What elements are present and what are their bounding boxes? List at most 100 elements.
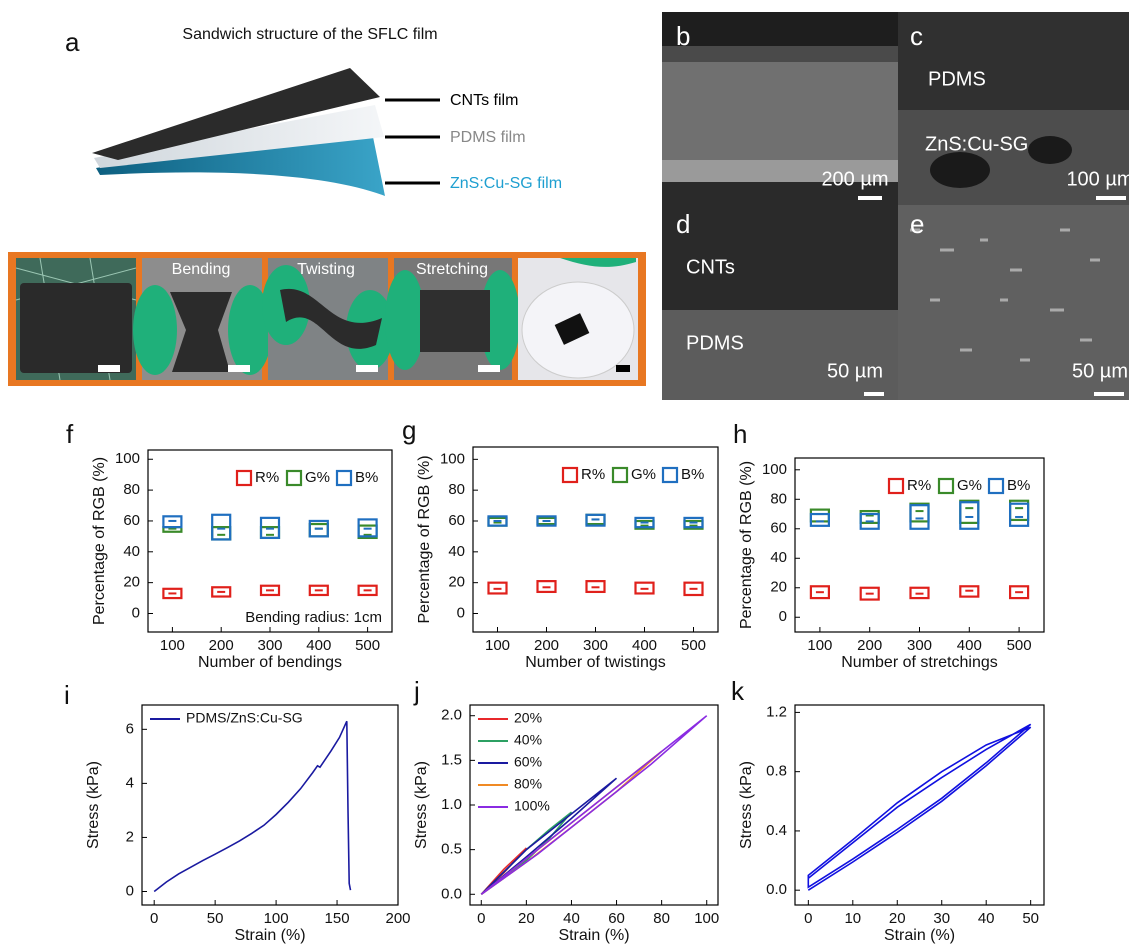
legend-swatch — [989, 479, 1003, 493]
panel-label: h — [733, 419, 747, 449]
y-axis-label: Stress (kPa) — [413, 761, 430, 849]
box — [1010, 504, 1028, 526]
box — [310, 524, 328, 536]
panel-label: k — [731, 676, 745, 706]
legend-label: B% — [355, 469, 378, 486]
x-tick-label: 200 — [857, 637, 882, 654]
sem-label: CNTs — [686, 256, 735, 278]
x-tick-label: 500 — [355, 637, 380, 654]
sem-label: PDMS — [928, 68, 986, 90]
legend-swatch — [337, 471, 351, 485]
y-tick-label: 0.4 — [766, 822, 787, 839]
legend-label: 40% — [514, 732, 542, 748]
box — [960, 502, 978, 529]
legend-swatch — [287, 471, 301, 485]
legend-label: G% — [957, 477, 982, 494]
panel-label: f — [66, 419, 74, 449]
y-tick-label: 100 — [762, 461, 787, 478]
scale-label: 50 µm — [827, 360, 883, 382]
layer-label: CNTs film — [450, 92, 518, 109]
plot-frame — [142, 705, 398, 905]
legend-swatch — [237, 471, 251, 485]
annotation: Bending radius: 1cm — [245, 609, 382, 626]
x-tick-label: 500 — [1007, 637, 1032, 654]
y-tick-label: 20 — [123, 574, 140, 591]
x-tick-label: 400 — [957, 637, 982, 654]
x-axis-label: Strain (%) — [884, 927, 955, 944]
y-tick-label: 0.5 — [441, 841, 462, 858]
y-tick-label: 1.2 — [766, 703, 787, 720]
x-tick-label: 40 — [978, 910, 995, 927]
x-axis-label: Strain (%) — [234, 927, 305, 944]
scale-label: 200 µm — [821, 168, 888, 190]
legend-swatch — [889, 479, 903, 493]
legend-label: 60% — [514, 754, 542, 770]
y-tick-label: 4 — [126, 774, 134, 791]
legend-label: R% — [907, 477, 931, 494]
x-tick-label: 100 — [694, 910, 719, 927]
line — [481, 778, 616, 894]
legend-label: B% — [681, 466, 704, 483]
y-tick-label: 20 — [770, 579, 787, 596]
x-tick-label: 200 — [534, 637, 559, 654]
y-tick-label: 0.0 — [441, 885, 462, 902]
y-tick-label: 6 — [126, 720, 134, 737]
legend-label: 20% — [514, 710, 542, 726]
layer-label: ZnS:Cu-SG film — [450, 175, 562, 192]
y-tick-label: 1.5 — [441, 751, 462, 768]
photo-label: Stretching — [416, 261, 488, 278]
legend-label: R% — [581, 466, 605, 483]
x-tick-label: 150 — [325, 910, 350, 927]
x-tick-label: 100 — [160, 637, 185, 654]
legend-label: 80% — [514, 776, 542, 792]
panel-label: e — [910, 209, 924, 239]
y-tick-label: 20 — [448, 574, 465, 591]
y-tick-label: 40 — [123, 543, 140, 560]
y-axis-label: Percentage of RGB (%) — [416, 455, 433, 623]
x-tick-label: 200 — [385, 910, 410, 927]
y-tick-label: 80 — [448, 481, 465, 498]
y-tick-label: 60 — [770, 520, 787, 537]
x-tick-label: 40 — [563, 910, 580, 927]
y-tick-label: 0 — [779, 608, 787, 625]
photo — [16, 258, 136, 380]
line — [808, 724, 1030, 890]
y-tick-label: 0 — [457, 604, 465, 621]
x-tick-label: 100 — [264, 910, 289, 927]
x-tick-label: 0 — [477, 910, 485, 927]
photo-label: Twisting — [297, 261, 355, 278]
x-tick-label: 20 — [889, 910, 906, 927]
y-tick-label: 0 — [132, 604, 140, 621]
photo — [518, 258, 638, 380]
scale-label: 50 µm — [1072, 360, 1128, 382]
panel-label: j — [413, 676, 420, 706]
photo-label: Bending — [172, 261, 231, 278]
y-tick-label: 60 — [123, 512, 140, 529]
legend-label: 100% — [514, 798, 550, 814]
scale-label: 100 µm — [1066, 168, 1129, 190]
x-axis-label: Strain (%) — [558, 927, 629, 944]
y-tick-label: 40 — [448, 543, 465, 560]
x-tick-label: 300 — [257, 637, 282, 654]
legend-swatch — [939, 479, 953, 493]
y-tick-label: 1.0 — [441, 796, 462, 813]
y-tick-label: 80 — [770, 490, 787, 507]
x-tick-label: 80 — [653, 910, 670, 927]
figure: a Sandwich structure of the SFLC film CN… — [0, 0, 1129, 948]
x-tick-label: 400 — [306, 637, 331, 654]
y-axis-label: Stress (kPa) — [738, 761, 755, 849]
layer-label: PDMS film — [450, 129, 526, 146]
y-tick-label: 40 — [770, 549, 787, 566]
x-tick-label: 0 — [804, 910, 812, 927]
line — [154, 721, 350, 891]
y-axis-label: Stress (kPa) — [85, 761, 102, 849]
legend-label: PDMS/ZnS:Cu-SG — [186, 710, 303, 726]
x-tick-label: 50 — [1022, 910, 1039, 927]
x-tick-label: 100 — [485, 637, 510, 654]
x-tick-label: 10 — [844, 910, 861, 927]
x-tick-label: 50 — [207, 910, 224, 927]
legend-label: G% — [305, 469, 330, 486]
box — [811, 510, 829, 522]
x-axis-label: Number of twistings — [525, 654, 666, 671]
x-tick-label: 0 — [150, 910, 158, 927]
